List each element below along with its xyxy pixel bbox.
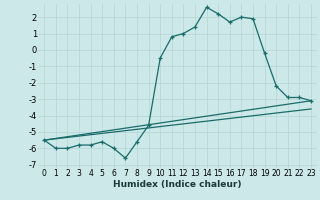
X-axis label: Humidex (Indice chaleur): Humidex (Indice chaleur): [113, 180, 242, 189]
